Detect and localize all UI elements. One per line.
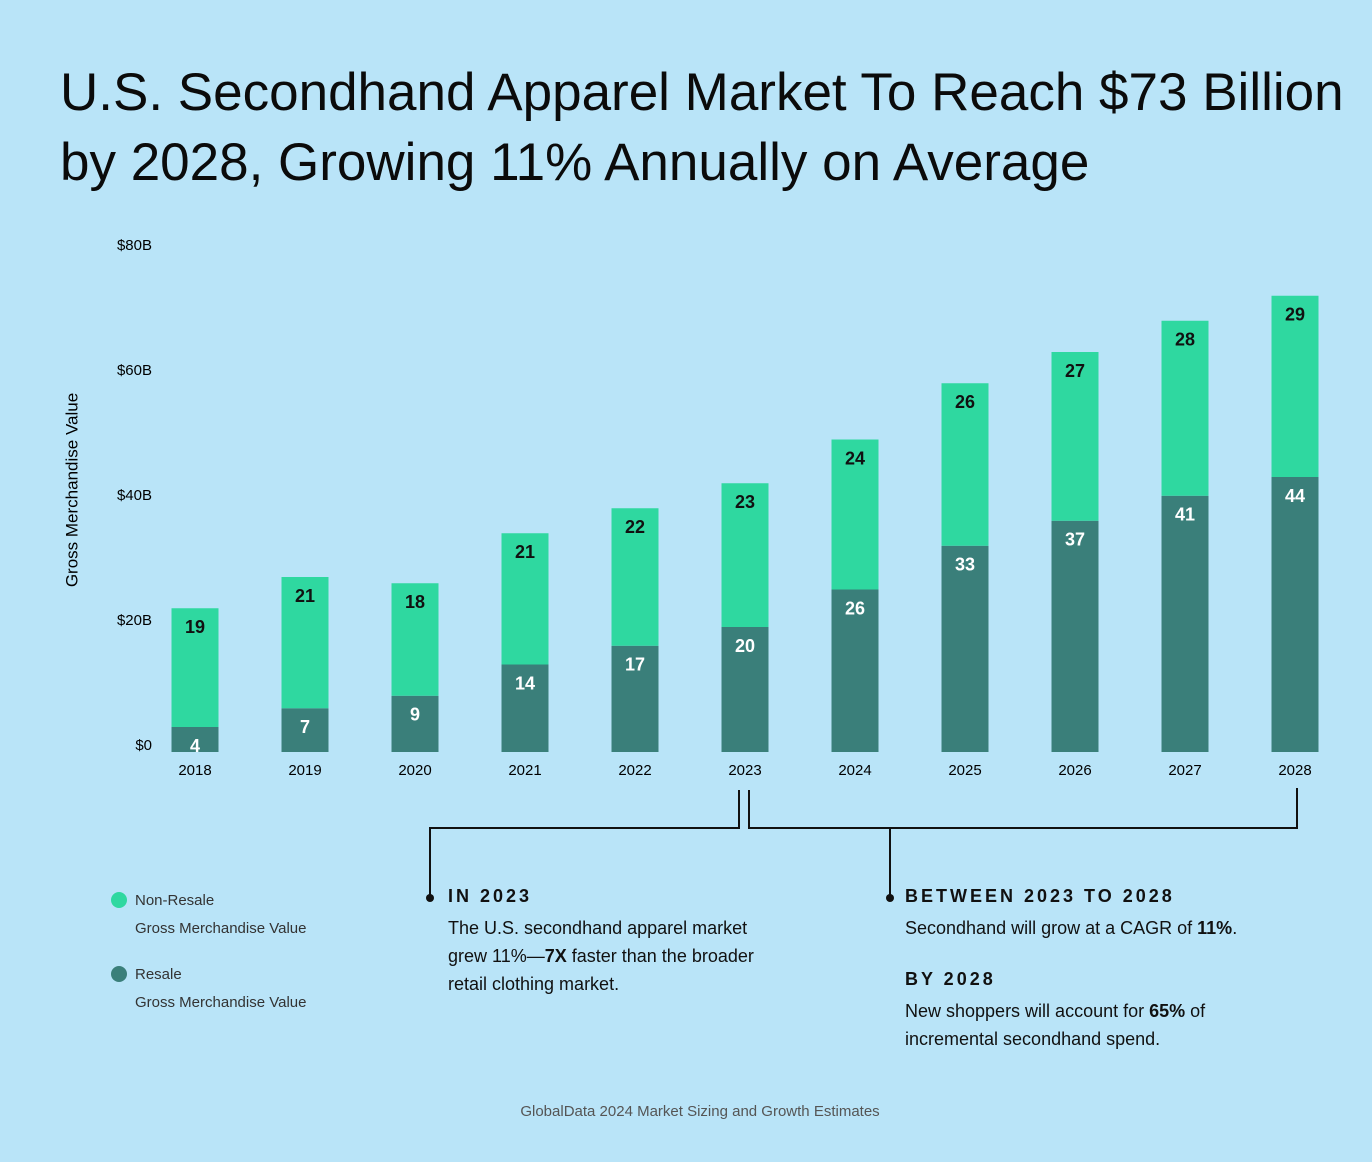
annotation-text: .: [1232, 918, 1238, 938]
data-label: 44: [1285, 486, 1305, 506]
bar-segment: [281, 577, 329, 709]
y-tick-label: $20B: [117, 612, 152, 629]
data-label: 26: [955, 392, 975, 412]
data-label: 4: [190, 736, 200, 756]
data-label: 21: [515, 542, 535, 562]
x-tick-label: 2026: [1058, 762, 1091, 779]
annotation-body: The U.S. secondhand apparel market grew …: [448, 914, 783, 998]
data-label: 19: [185, 617, 205, 637]
legend-sublabel: Gross Merchandise Value: [135, 994, 306, 1011]
annotation-body: New shoppers will account for 65% of inc…: [905, 997, 1265, 1053]
x-tick-label: 2027: [1168, 762, 1201, 779]
bracket: [748, 788, 1298, 829]
data-label: 20: [735, 636, 755, 656]
title: U.S. Secondhand Apparel Market To Reach …: [60, 63, 1344, 192]
bar-segment: [831, 589, 879, 752]
annotation-body: Secondhand will grow at a CAGR of 11%.: [905, 914, 1325, 942]
bracket: [429, 790, 740, 897]
data-label: 33: [955, 555, 975, 575]
annotation-heading: IN 2023: [448, 886, 533, 906]
bar-segment: [281, 708, 329, 752]
data-label: 7: [300, 717, 310, 737]
annotation-text: of incremental secondhand spend.: [905, 1001, 1206, 1049]
x-tick-label: 2024: [838, 762, 871, 779]
legend-sublabel: Gross Merchandise Value: [135, 920, 306, 937]
data-label: 37: [1065, 530, 1085, 550]
x-tick-label: 2023: [728, 762, 761, 779]
data-label: 22: [625, 517, 645, 537]
bar-segment: [1051, 352, 1099, 521]
bar-segment: [611, 508, 659, 646]
annotation-text: Secondhand will grow at a CAGR of: [905, 918, 1198, 938]
bar-segment: [501, 664, 549, 752]
bar-segment: [721, 627, 769, 752]
data-label: 18: [405, 592, 425, 612]
bar-segment: [721, 483, 769, 627]
annotation-heading: BY 2028: [905, 969, 996, 989]
y-tick-label: $80B: [117, 237, 152, 254]
bar-segment: [1161, 320, 1209, 496]
data-label: 41: [1175, 505, 1195, 525]
legend-swatch: [111, 892, 127, 908]
legend-swatch: [111, 966, 127, 982]
bracket-dot: [886, 894, 894, 902]
x-tick-label: 2021: [508, 762, 541, 779]
bar-segment: [611, 645, 659, 752]
annotation-text: 11%: [1197, 918, 1233, 938]
annotation-text: The U.S. secondhand apparel market grew …: [448, 918, 748, 966]
data-label: 28: [1175, 330, 1195, 350]
bracket-dot: [426, 894, 434, 902]
annotation-text: 65%: [1149, 1001, 1186, 1021]
bar-segment: [831, 439, 879, 590]
bar-segment: [1271, 295, 1319, 477]
x-tick-label: 2022: [618, 762, 651, 779]
data-label: 29: [1285, 305, 1305, 325]
bar-segment: [1161, 495, 1209, 752]
y-tick-label: $60B: [117, 362, 152, 379]
annotation-text: faster than the broader retail clothing …: [448, 946, 754, 994]
bar-segment: [171, 727, 219, 752]
data-label: 24: [845, 448, 865, 468]
bar-segment: [391, 695, 439, 752]
data-label: 14: [515, 673, 535, 693]
x-tick-label: 2018: [178, 762, 211, 779]
x-tick-label: 2025: [948, 762, 981, 779]
bar-segment: [1271, 477, 1319, 752]
data-label: 21: [295, 586, 315, 606]
data-label: 27: [1065, 361, 1085, 381]
data-label: 17: [625, 655, 645, 675]
annotation-heading: BETWEEN 2023 TO 2028: [905, 886, 1175, 906]
bar-segment: [941, 545, 989, 752]
source: GlobalData 2024 Market Sizing and Growth…: [520, 1103, 880, 1120]
bar-segment: [501, 533, 549, 665]
legend-label: Resale: [135, 966, 182, 983]
annotation-text: 7X: [544, 946, 567, 966]
data-label: 26: [845, 598, 865, 618]
annotation-text: New shoppers will account for: [905, 1001, 1150, 1021]
bar-segment: [1051, 520, 1099, 752]
data-label: 23: [735, 492, 755, 512]
x-tick-label: 2019: [288, 762, 321, 779]
y-axis-label: Gross Merchandise Value: [62, 393, 81, 587]
legend-label: Non-Resale: [135, 892, 214, 909]
y-tick-label: $40B: [117, 487, 152, 504]
x-tick-label: 2028: [1278, 762, 1311, 779]
bar-segment: [941, 383, 989, 546]
brackets: [429, 788, 1298, 897]
x-tick-label: 2020: [398, 762, 431, 779]
bar-segment: [391, 583, 439, 696]
data-label: 9: [410, 705, 420, 725]
bar-segment: [171, 608, 219, 727]
y-tick-label: $0: [135, 737, 152, 754]
